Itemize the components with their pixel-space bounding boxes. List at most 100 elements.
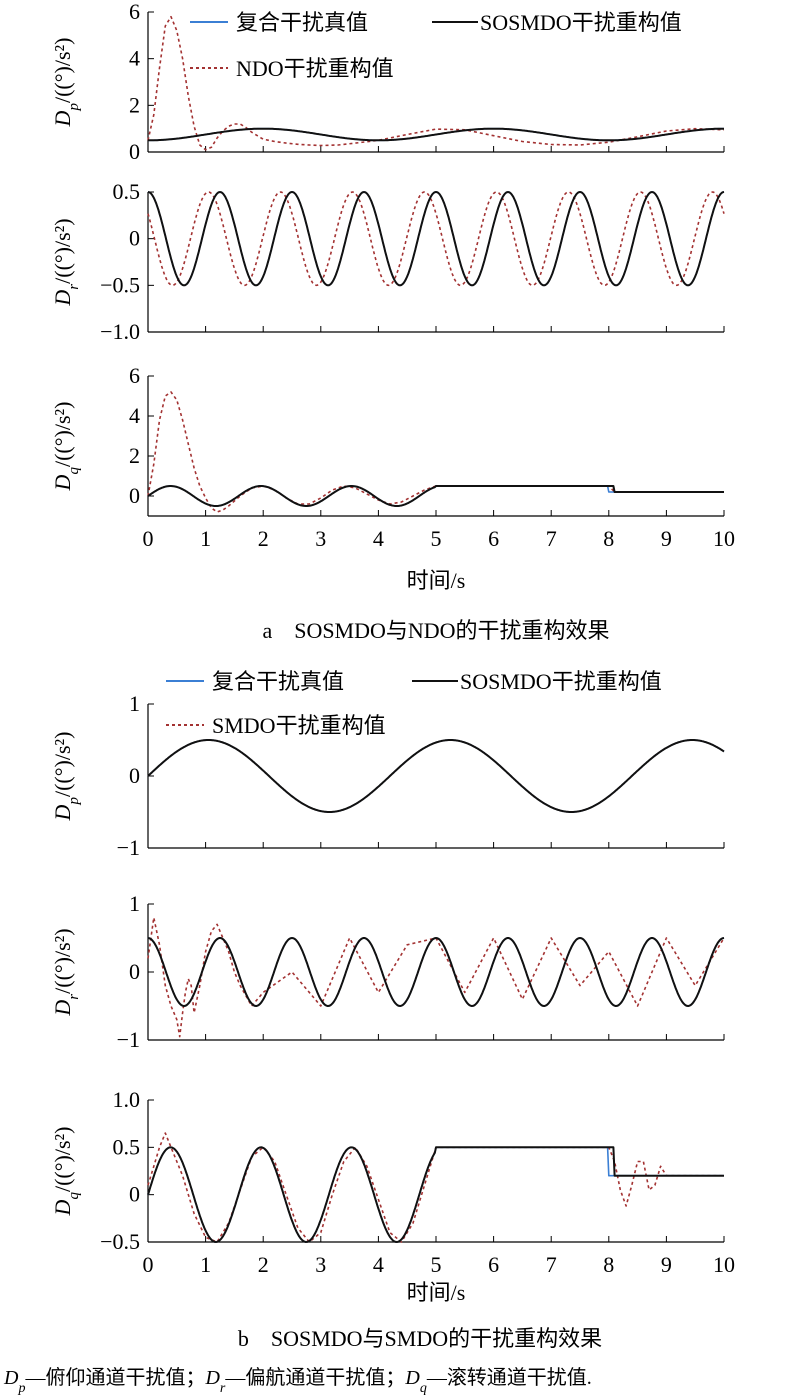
series-line-sosmdo xyxy=(147,485,724,507)
x-tick-label: 8 xyxy=(603,1252,614,1277)
x-tick-label: 7 xyxy=(546,526,557,551)
y-tick-label: −1.0 xyxy=(100,319,140,344)
x-tick-label: 9 xyxy=(661,1252,672,1277)
y-tick-label: 4 xyxy=(129,46,140,71)
footnote-r-text: —偏航通道干扰值； xyxy=(224,1366,405,1389)
panel-a-p: 0 2 4 6 Dp/((°)/s²) xyxy=(50,0,725,164)
footnote-p-text: —俯仰通道干扰值； xyxy=(24,1366,205,1389)
y-axis-label-unit: /((°)/s²) xyxy=(50,928,75,993)
y-axis-label-symbol: D xyxy=(50,1199,75,1216)
series-line-true xyxy=(147,485,724,507)
y-tick-label: 1.0 xyxy=(113,1087,141,1112)
series-line-sosmdo xyxy=(147,1146,724,1243)
y-tick-label: −0.5 xyxy=(100,1229,140,1254)
y-axis-label-symbol: D xyxy=(50,110,75,127)
caption-a: a SOSMDO与NDO的干扰重构效果 xyxy=(262,618,609,643)
footnote: Dp—俯仰通道干扰值；Dr—偏航通道干扰值；Dq—滚转通道干扰值. xyxy=(3,1366,592,1396)
y-axis-label: Dr/((°)/s²) xyxy=(50,928,82,1016)
y-tick-label: −1 xyxy=(117,835,140,860)
y-axis-label-unit: /((°)/s²) xyxy=(50,218,75,283)
x-tick-label: 2 xyxy=(258,1252,269,1277)
series-line-true xyxy=(147,739,725,813)
y-axis-label-subscript: q xyxy=(66,1192,82,1200)
x-tick-label: 1 xyxy=(200,1252,211,1277)
x-tick-label: 2 xyxy=(258,526,269,551)
y-axis-label-unit: /((°)/s²) xyxy=(50,1127,75,1192)
series-line-compare xyxy=(147,739,725,813)
series-line-compare xyxy=(147,191,725,287)
series-line-compare xyxy=(147,916,725,1038)
y-tick-label: 0.5 xyxy=(113,1134,141,1159)
legend-b-smdo-label: SMDO干扰重构值 xyxy=(212,713,386,738)
y-tick-label: 0 xyxy=(129,1182,140,1207)
legend-a-sosmdo-label: SOSMDO干扰重构值 xyxy=(480,10,682,35)
panel-a-q: 0 2 4 6 0 1 2 3 4 5 6 7 8 9 10 Dq/((°)/s²) xyxy=(50,363,735,551)
x-tick-label: 5 xyxy=(431,526,442,551)
series-line-sosmdo xyxy=(147,937,725,1007)
x-tick-label: 0 xyxy=(143,1252,154,1277)
y-tick-label: 1 xyxy=(129,691,140,716)
x-tick-label: 9 xyxy=(661,526,672,551)
series-line-sosmdo xyxy=(148,127,724,142)
y-tick-label: −0.5 xyxy=(100,272,140,297)
series-line-true xyxy=(147,191,725,287)
footnote-r-symbol: D xyxy=(204,1367,220,1389)
y-axis-label: Dp/((°)/s²) xyxy=(50,732,82,822)
y-tick-label: 2 xyxy=(129,443,140,468)
xlabel-a: 时间/s xyxy=(407,568,466,593)
footnote-q-text: —滚转通道干扰值. xyxy=(426,1366,592,1389)
y-axis-label: Dp/((°)/s²) xyxy=(50,38,82,128)
x-tick-label: 8 xyxy=(603,526,614,551)
y-axis-label-symbol: D xyxy=(50,804,75,821)
footnote-r-sub: r xyxy=(220,1381,226,1396)
caption-b: b SOSMDO与SMDO的干扰重构效果 xyxy=(238,1326,602,1351)
panel-a-r: −1.0 −0.5 0 0.5 Dr/((°)/s²) xyxy=(50,179,725,344)
x-tick-label: 6 xyxy=(488,526,499,551)
y-tick-label: 1 xyxy=(129,891,140,916)
y-tick-label: 6 xyxy=(129,363,140,388)
legend-b-sosmdo-label: SOSMDO干扰重构值 xyxy=(460,669,662,694)
y-axis-label-unit: /((°)/s²) xyxy=(50,402,75,467)
legend-a: 复合干扰真值 SOSMDO干扰重构值 NDO干扰重构值 xyxy=(190,10,682,81)
x-tick-label: 4 xyxy=(373,526,384,551)
y-tick-label: 0.5 xyxy=(113,179,141,204)
x-tick-label: 5 xyxy=(431,1252,442,1277)
y-axis-label-subscript: r xyxy=(66,284,82,290)
y-tick-label: 2 xyxy=(129,92,140,117)
x-tick-label: 3 xyxy=(315,1252,326,1277)
y-axis-label-subscript: p xyxy=(66,103,82,112)
y-tick-label: −1 xyxy=(117,1027,140,1052)
series-line-sosmdo xyxy=(147,739,725,813)
series-line-sosmdo xyxy=(147,191,725,287)
x-tick-label: 3 xyxy=(315,526,326,551)
y-tick-label: 4 xyxy=(129,403,140,428)
x-tick-label: 10 xyxy=(713,526,735,551)
series-line-true xyxy=(147,1146,724,1243)
x-tick-label: 6 xyxy=(488,1252,499,1277)
chart-panels: 0246Dp/((°)/s²)−1.0−0.500.5Dr/((°)/s²)02… xyxy=(50,0,735,1277)
x-tick-label: 10 xyxy=(713,1252,735,1277)
y-tick-label: 0 xyxy=(129,226,140,251)
legend-b: 复合干扰真值 SOSMDO干扰重构值 SMDO干扰重构值 xyxy=(166,669,662,738)
y-axis-label: Dr/((°)/s²) xyxy=(50,218,82,306)
panel-b-r: −1 0 1 Dr/((°)/s²) xyxy=(50,891,725,1052)
x-tick-label: 4 xyxy=(373,1252,384,1277)
y-tick-label: 0 xyxy=(129,959,140,984)
footnote-p-sub: p xyxy=(17,1381,25,1396)
y-axis-label-subscript: q xyxy=(66,467,82,475)
x-tick-label: 1 xyxy=(200,526,211,551)
x-tick-label: 0 xyxy=(143,526,154,551)
y-tick-label: 0 xyxy=(129,763,140,788)
y-tick-label: 0 xyxy=(129,139,140,164)
y-tick-label: 0 xyxy=(129,483,140,508)
footnote-p-symbol: D xyxy=(3,1367,19,1389)
y-axis-label-symbol: D xyxy=(50,1000,75,1017)
xlabel-b: 时间/s xyxy=(407,1280,466,1305)
y-axis-label: Dq/((°)/s²) xyxy=(50,402,82,492)
legend-b-true-label: 复合干扰真值 xyxy=(212,669,344,694)
series-line-compare xyxy=(147,391,724,513)
x-tick-label: 7 xyxy=(546,1252,557,1277)
series-line-true xyxy=(147,937,725,1007)
